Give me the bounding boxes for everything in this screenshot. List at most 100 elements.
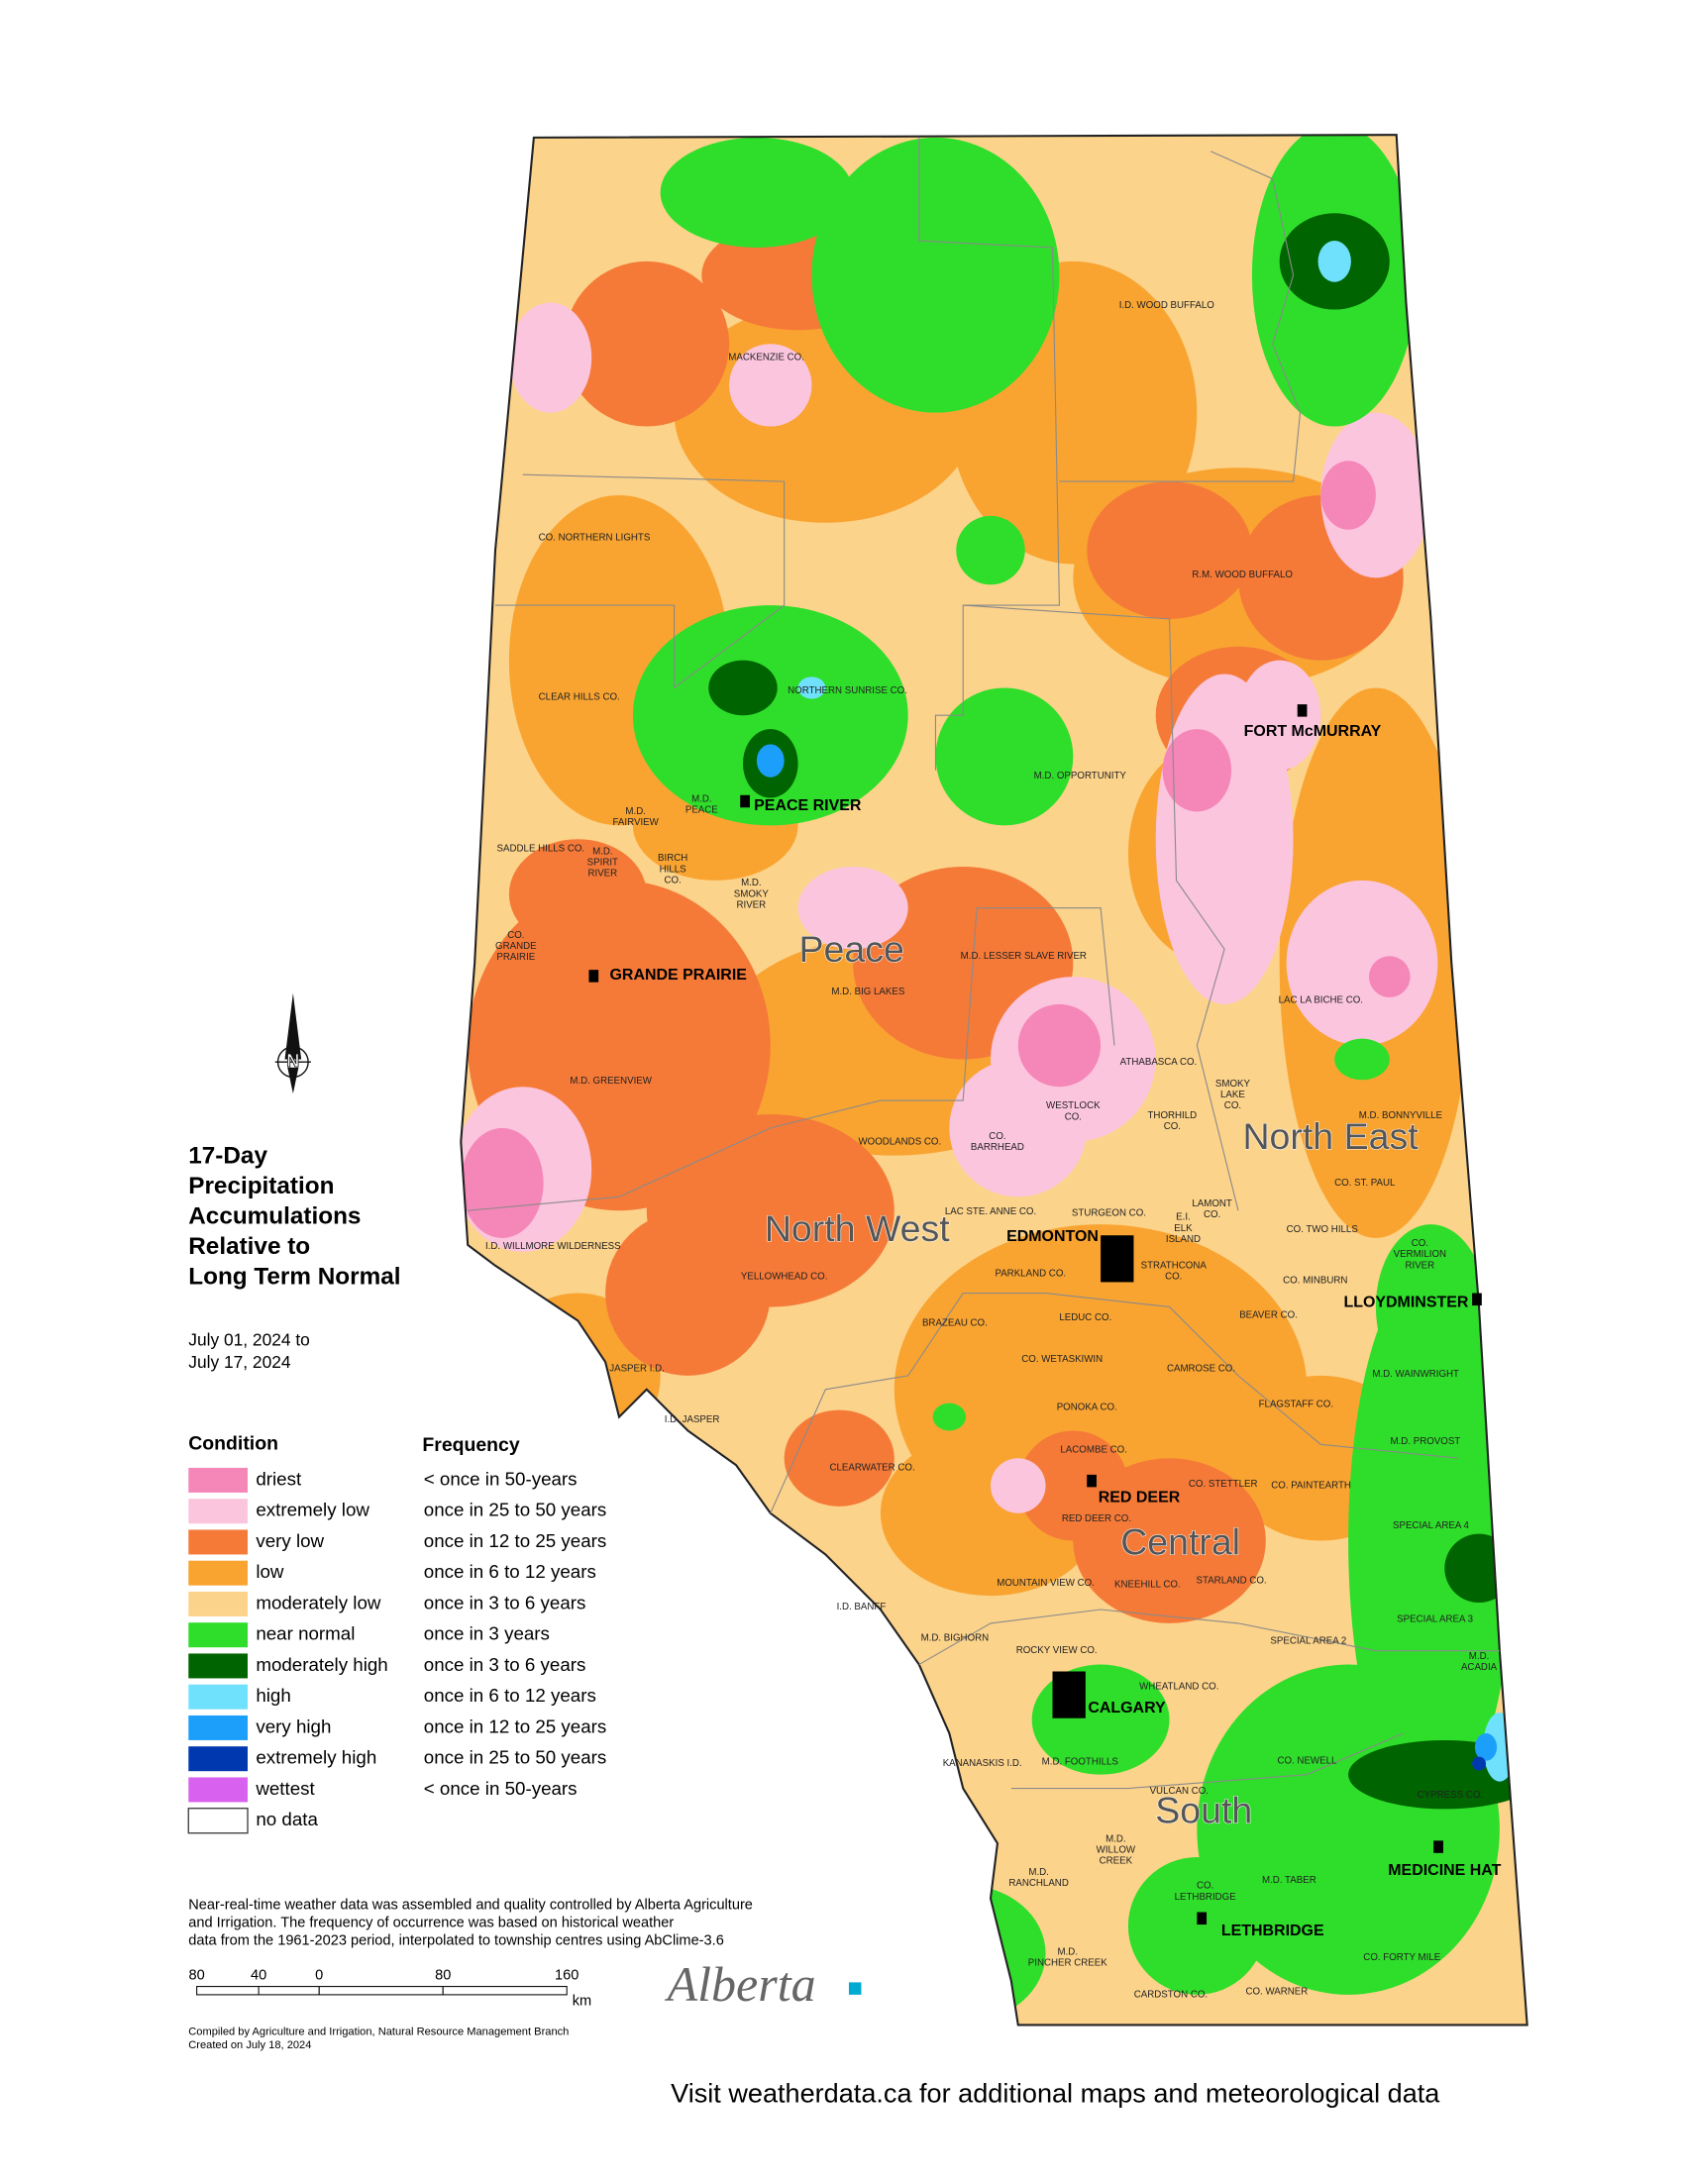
legend-condition: no data	[256, 1809, 318, 1829]
legend-header: Frequency	[422, 1434, 519, 1456]
legend-swatch	[188, 1622, 248, 1648]
municipality-label: PEACE	[685, 805, 718, 816]
municipality-label: M.D.	[1105, 1834, 1126, 1845]
legend-frequency: once in 25 to 50 years	[424, 1500, 607, 1520]
legend-swatch	[188, 1499, 248, 1524]
legend-condition: near normal	[256, 1623, 355, 1644]
municipality-label: M.D.	[625, 806, 646, 817]
legend-swatch	[188, 1684, 248, 1710]
municipality-label: VULCAN CO.	[1150, 1786, 1209, 1797]
class-area	[1087, 481, 1252, 619]
municipality-label: FLAGSTAFF CO.	[1259, 1400, 1333, 1410]
scale-label: 80	[189, 1967, 205, 1983]
municipality-label: CO. ST. PAUL	[1334, 1178, 1396, 1189]
legend-condition: very low	[256, 1530, 324, 1551]
municipality-label: CO.	[989, 1131, 1005, 1142]
legend-frequency: < once in 50-years	[424, 1468, 578, 1489]
municipality-label: CO.	[1065, 1111, 1082, 1122]
city-label: FORT McMURRAY	[1244, 723, 1382, 740]
scale-segment	[442, 1986, 568, 1996]
legend-condition: very high	[256, 1716, 331, 1736]
boundary	[1059, 151, 1302, 482]
municipality-label: STARLAND CO.	[1197, 1575, 1267, 1586]
class-area	[1017, 1430, 1128, 1541]
municipality-label: HILLS	[660, 864, 687, 875]
municipality-label: CO. PAINTEARTH	[1271, 1481, 1351, 1492]
municipality-label: M.D. TABER	[1262, 1875, 1316, 1886]
legend-condition: driest	[256, 1468, 302, 1489]
municipality-label: CLEAR HILLS CO.	[539, 692, 620, 703]
municipality-label: WESTLOCK	[1046, 1100, 1101, 1111]
municipality-label: WOODLANDS CO.	[858, 1136, 941, 1147]
class-area	[880, 1884, 1046, 2023]
city-label: CALGARY	[1088, 1700, 1166, 1716]
municipality-label: PARKLAND CO.	[995, 1269, 1066, 1280]
class-area	[1472, 1756, 1486, 1771]
municipality-label: KANANASKIS I.D.	[943, 1758, 1022, 1769]
class-area	[1017, 1003, 1102, 1088]
municipality-label: SMOKY	[734, 888, 770, 899]
municipality-label: R.M. WOOD BUFFALO	[1192, 570, 1293, 580]
municipality-label: CO.	[507, 930, 524, 941]
legend-frequency: once in 3 to 6 years	[424, 1654, 586, 1675]
municipality-label: PONOKA CO.	[1057, 1402, 1117, 1412]
region-label: Peace	[799, 928, 904, 970]
north-arrow: N	[274, 992, 311, 1094]
municipality-label: M.D.	[1469, 1651, 1490, 1662]
city-marker	[1433, 1840, 1443, 1853]
municipality-label: THORHILD	[1147, 1110, 1197, 1121]
city-marker	[1197, 1912, 1208, 1925]
class-area	[1375, 1224, 1486, 1390]
city-label: MEDICINE HAT	[1388, 1862, 1501, 1879]
municipality-label: RIVER	[587, 869, 617, 880]
city-marker	[1052, 1671, 1086, 1718]
boundary	[495, 473, 786, 689]
boundary	[468, 907, 1115, 1211]
legend-swatch	[187, 1808, 249, 1834]
municipality-label: GRANDE	[495, 941, 537, 952]
municipality-label: SPECIAL AREA 4	[1393, 1520, 1469, 1531]
map-labels: I.D. WOOD BUFFALO MACKENZIE CO. CO. NORTHE…	[485, 300, 1502, 2001]
municipality-label: CO. NEWELL	[1277, 1755, 1337, 1766]
municipality-label: BEAVER CO.	[1239, 1309, 1298, 1320]
municipality-label: MOUNTAIN VIEW CO.	[997, 1578, 1095, 1589]
legend-frequency: once in 12 to 25 years	[424, 1716, 607, 1736]
municipality-label: CO. TWO HILLS	[1287, 1224, 1359, 1235]
class-area	[660, 137, 854, 248]
municipality-label: STRATHCONA	[1141, 1260, 1208, 1271]
scale-label: 0	[315, 1967, 323, 1983]
municipality-label: RIVER	[736, 899, 766, 910]
period-line: July 17, 2024	[188, 1352, 291, 1372]
municipality-label: WHEATLAND CO.	[1139, 1681, 1218, 1692]
legend-header: Condition	[188, 1432, 278, 1454]
legend-swatch	[188, 1560, 248, 1586]
municipality-label: LAMONT	[1192, 1198, 1232, 1209]
class-area	[701, 1596, 840, 1707]
boundary	[918, 137, 1061, 771]
boundary	[963, 604, 1239, 1211]
city-label: LLOYDMINSTER	[1343, 1294, 1468, 1310]
municipality-label: M.D. BONNYVILLE	[1359, 1110, 1443, 1121]
municipality-label: KNEEHILL CO.	[1114, 1580, 1181, 1591]
municipality-label: I.D. WILLMORE WILDERNESS	[485, 1241, 621, 1252]
municipality-label: E.I.	[1176, 1212, 1191, 1223]
alberta-logo: Alberta	[665, 1956, 862, 2012]
class-area	[756, 744, 785, 778]
class-area	[1238, 660, 1321, 771]
municipality-label: PRAIRIE	[496, 952, 535, 963]
municipality-label: RIVER	[1405, 1260, 1434, 1271]
class-area	[991, 1458, 1046, 1513]
city-label: RED DEER	[1099, 1490, 1181, 1507]
class-area	[1162, 729, 1232, 812]
province-border	[460, 134, 1528, 2027]
municipality-label: BRAZEAU CO.	[922, 1318, 988, 1329]
region-label: Central	[1120, 1521, 1240, 1563]
municipality-label: CO.	[665, 875, 682, 885]
municipality-label: SMOKY	[1215, 1079, 1251, 1090]
municipality-label: CO. STETTLER	[1189, 1479, 1258, 1490]
city-label: LETHBRIDGE	[1221, 1923, 1324, 1939]
scale-label: 40	[251, 1967, 266, 1983]
legend-swatch	[188, 1653, 248, 1679]
class-area	[461, 1127, 544, 1238]
legend-frequency: once in 25 to 50 years	[424, 1747, 607, 1768]
